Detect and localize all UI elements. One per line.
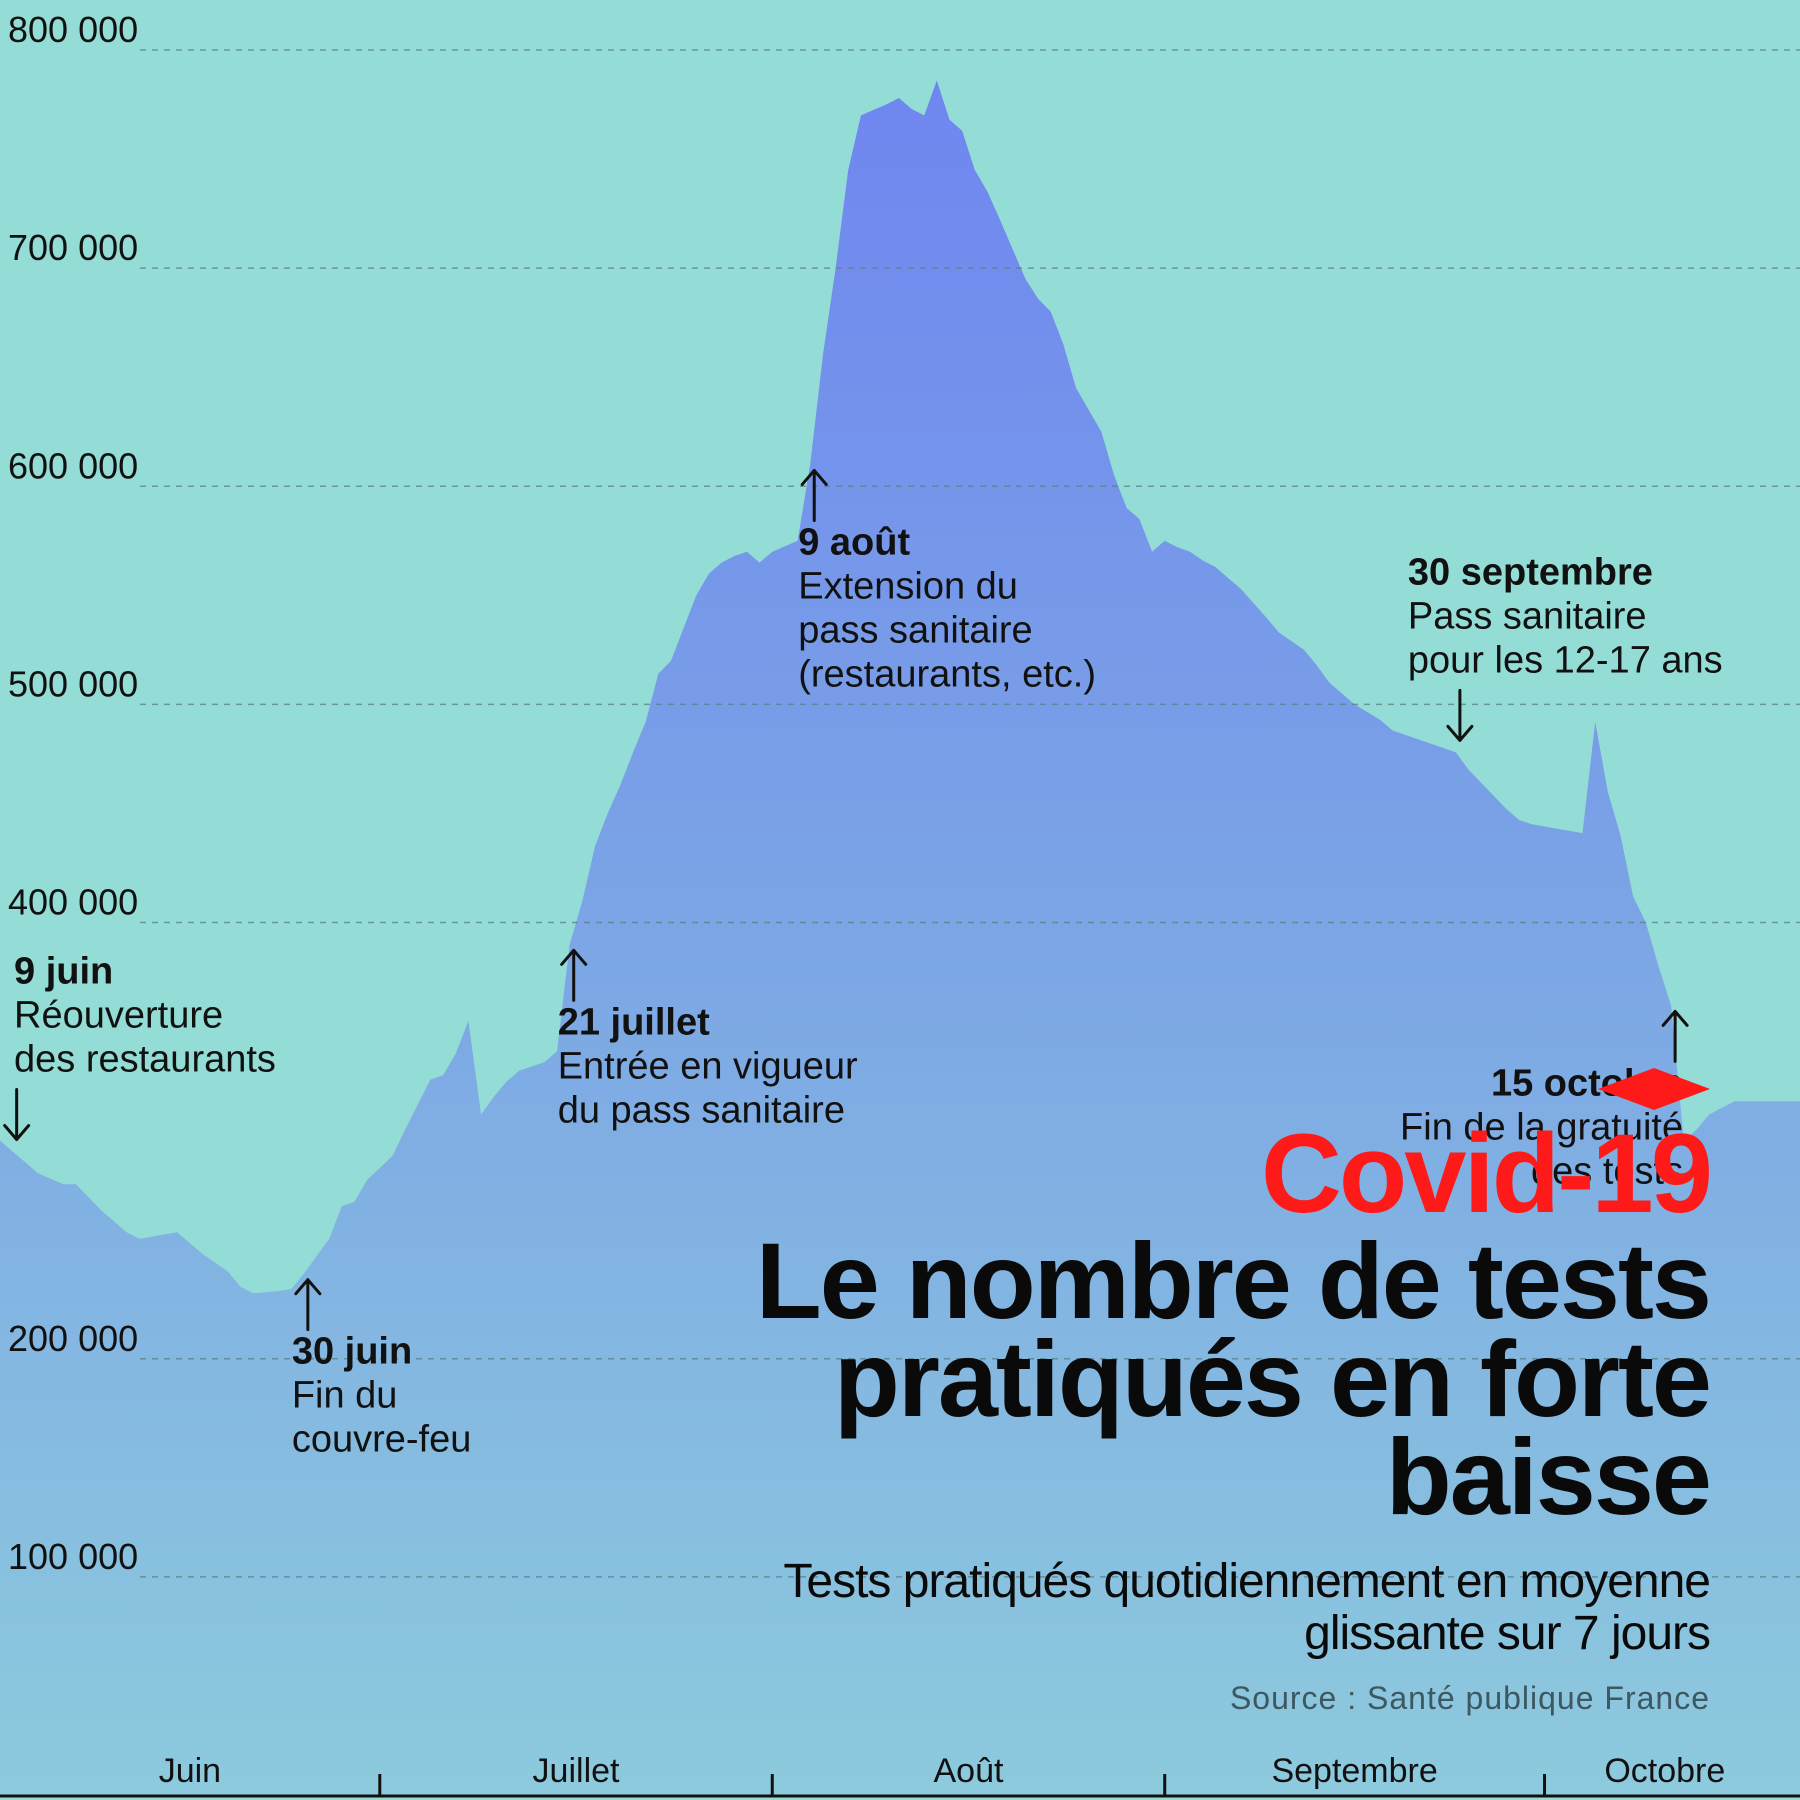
annotation-text: Pass sanitaire — [1408, 595, 1647, 637]
annotation-date: 21 juillet — [558, 1001, 710, 1043]
annotation-date: 9 août — [798, 521, 910, 563]
annotation-text: Fin de la gratuité — [1400, 1106, 1683, 1148]
annotation-text: Fin du — [292, 1375, 398, 1417]
annotation-text: des tests — [1531, 1150, 1683, 1192]
annotation-text: Réouverture — [14, 995, 223, 1037]
x-tick-label: Août — [934, 1752, 1004, 1790]
up-arrow-icon — [294, 1278, 322, 1332]
x-tick-label: Juin — [159, 1752, 221, 1790]
x-tick-label: Octobre — [1604, 1752, 1725, 1790]
y-tick-label: 800 000 — [8, 9, 138, 50]
chart-source: Source : Santé publique France — [1229, 1680, 1710, 1716]
series-area — [0, 80, 1800, 1795]
up-arrow-icon — [560, 948, 588, 1002]
chart-title: Le nombre de tests pratiqués en forte ba… — [755, 1220, 1712, 1537]
annotation-text: (restaurants, etc.) — [798, 653, 1096, 695]
annotation-date: 30 septembre — [1408, 551, 1653, 593]
chart-kicker: Covid-19 — [1261, 1111, 1713, 1236]
annotation-text: Extension du — [798, 565, 1018, 607]
x-tick-label: Septembre — [1271, 1752, 1437, 1790]
down-arrow-icon — [1446, 688, 1474, 742]
y-tick-label: 100 000 — [8, 1536, 138, 1577]
chart-subtitle: Tests pratiqués quotidiennement en moyen… — [783, 1555, 1711, 1660]
y-tick-label: 200 000 — [8, 1318, 138, 1359]
annotation-text: couvre-feu — [292, 1419, 472, 1461]
annotation-date: 30 juin — [292, 1331, 412, 1373]
annotation-text: pour les 12-17 ans — [1408, 639, 1723, 681]
annotation-text: des restaurants — [14, 1039, 276, 1081]
down-arrow-icon — [3, 1088, 31, 1142]
annotation-text: pass sanitaire — [798, 609, 1032, 651]
annotation-date: 9 juin — [14, 951, 113, 993]
y-tick-label: 500 000 — [8, 663, 138, 704]
annotation-text: Entrée en vigueur — [558, 1045, 858, 1087]
annotation-text: du pass sanitaire — [558, 1089, 845, 1131]
up-arrow-icon — [800, 468, 828, 522]
y-tick-label: 600 000 — [8, 445, 138, 486]
x-tick-label: Juillet — [533, 1752, 620, 1790]
up-arrow-icon — [1661, 1009, 1689, 1063]
y-tick-label: 700 000 — [8, 227, 138, 268]
y-tick-label: 400 000 — [8, 882, 138, 923]
